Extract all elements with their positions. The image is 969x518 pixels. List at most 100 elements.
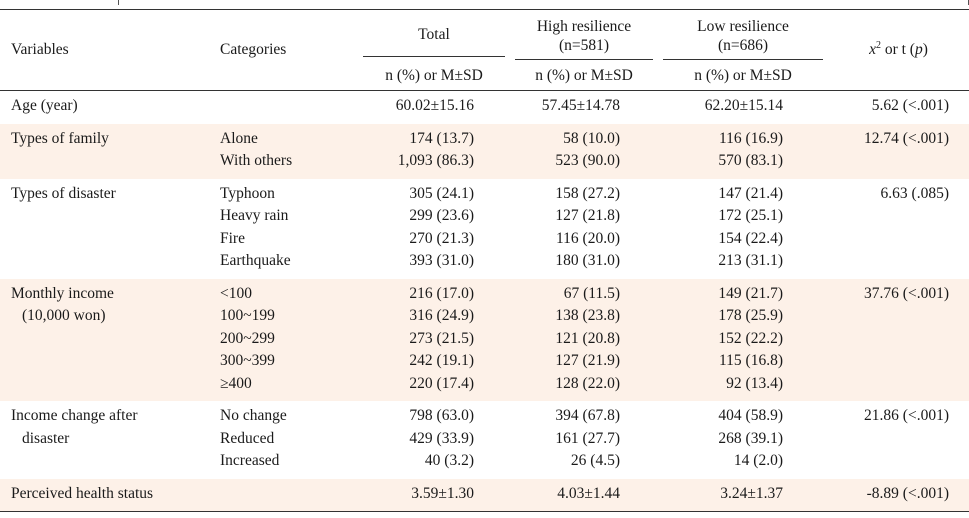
table-row: Monthly income (10,000 won) <100 100~199 200… — [0, 278, 969, 401]
total-cell-line: 798 (63.0) — [409, 407, 474, 424]
total-cell: 3.59±1.30 — [358, 478, 510, 512]
category-cell-line: Reduced — [220, 429, 275, 447]
header-low-n: (n=686) — [717, 37, 769, 54]
header-low-group: Low resilience (n=686) — [663, 17, 823, 60]
variable-cell-line: Types of family — [11, 129, 109, 147]
low-resilience-cell-line: 115 (16.8) — [719, 352, 783, 369]
variable-cell: Age (year) — [0, 91, 209, 124]
variable-cell: Monthly income (10,000 won) — [0, 278, 209, 401]
total-cell-line: 270 (21.3) — [409, 229, 474, 247]
low-resilience-cell-line: 213 (31.1) — [718, 252, 783, 269]
header-low-label: Low resilience — [697, 18, 789, 35]
high-resilience-cell: 67 (11.5) 138 (23.8) 121 (20.8) 127 (21.9) 1… — [510, 278, 658, 401]
low-resilience-cell-line: 149 (21.7) — [718, 284, 783, 302]
category-cell — [209, 478, 358, 512]
header-high-n: (n=581) — [558, 37, 610, 54]
category-cell-line: 300~399 — [220, 352, 275, 369]
header-stat-suffix: ) — [922, 41, 928, 58]
category-cell-line: No change — [220, 407, 287, 424]
low-resilience-cell: 149 (21.7) 178 (25.9) 152 (22.2) 115 (16.8)… — [658, 278, 828, 401]
table-row: Income change after disaster No change Redu… — [0, 401, 969, 479]
high-resilience-cell: 57.45±14.78 — [510, 91, 658, 124]
category-cell-line: Increased — [220, 452, 280, 469]
variable-cell-line: (10,000 won) — [22, 307, 106, 324]
variable-cell: Types of disaster — [0, 179, 209, 279]
category-cell-line: 100~199 — [220, 307, 275, 324]
high-resilience-cell-line: 26 (4.5) — [570, 452, 620, 469]
low-resilience-cell-line: 404 (58.9) — [718, 407, 783, 424]
high-resilience-cell: 58 (10.0) 523 (90.0) — [510, 123, 658, 179]
header-stat-p: p — [914, 41, 923, 58]
subheader-low: n (%) or M±SD — [658, 64, 828, 91]
table-row: Perceived health status 3.59±1.30 4.03±1.4… — [0, 478, 969, 512]
statistic-cell: 21.86 (<.001) — [864, 407, 949, 424]
category-cell: Typhoon Heavy rain Fire Earthquake — [209, 179, 358, 279]
total-cell: 60.02±15.16 — [358, 91, 510, 124]
total-cell-line: 242 (19.1) — [409, 352, 474, 369]
header-statistic: x2 or t (p) — [828, 9, 969, 91]
category-cell-line: 200~299 — [220, 329, 275, 347]
low-resilience-cell-line: 268 (39.1) — [718, 429, 783, 447]
total-cell-line: 393 (31.0) — [409, 252, 474, 269]
cut-mark — [118, 0, 119, 5]
high-resilience-cell-line: 4.03±1.44 — [557, 484, 620, 502]
category-cell-line: Heavy rain — [220, 207, 289, 224]
table-body: Age (year) 60.02±15.16 57.45±14.78 62.20±15… — [0, 91, 969, 512]
high-resilience-cell-line: 523 (90.0) — [555, 152, 620, 169]
category-cell-line: With others — [220, 152, 293, 169]
header-total-label: Total — [363, 20, 505, 57]
category-cell: No change Reduced Increased — [209, 401, 358, 479]
total-cell: 216 (17.0) 316 (24.9) 273 (21.5) 242 (19.1)… — [358, 278, 510, 401]
low-resilience-cell-line: 116 (16.9) — [719, 129, 783, 147]
table-row: Age (year) 60.02±15.16 57.45±14.78 62.20±15… — [0, 91, 969, 124]
low-resilience-cell-line: 3.24±1.37 — [720, 484, 783, 502]
header-low-resilience: Low resilience (n=686) — [658, 9, 828, 64]
category-cell-line: Typhoon — [220, 184, 275, 202]
variable-cell-line: disaster — [22, 429, 70, 447]
variable-cell-line: Income change after — [11, 407, 138, 424]
high-resilience-cell-line: 161 (27.7) — [555, 429, 620, 447]
total-cell-line: 429 (33.9) — [409, 429, 474, 447]
low-resilience-cell: 147 (21.4) 172 (25.1) 154 (22.4) 213 (31.1) — [658, 179, 828, 279]
statistic-cell: 6.63 (.085) — [880, 184, 949, 202]
low-resilience-cell-line: 154 (22.4) — [718, 229, 783, 247]
table-row: Types of family Alone With others 174 (13.7… — [0, 123, 969, 179]
header-total: Total — [358, 9, 510, 64]
category-cell: <100 100~199 200~299 300~399 ≥400 — [209, 278, 358, 401]
statistic-cell: -8.89 (<.001) — [828, 478, 969, 512]
low-resilience-cell-line: 172 (25.1) — [718, 207, 783, 224]
total-cell-line: 174 (13.7) — [409, 129, 474, 147]
header-variables: Variables — [0, 9, 209, 91]
high-resilience-cell: 394 (67.8) 161 (27.7) 26 (4.5) — [510, 401, 658, 479]
high-resilience-cell-line: 121 (20.8) — [555, 329, 620, 347]
total-cell: 174 (13.7) 1,093 (86.3) — [358, 123, 510, 179]
subheader-total: n (%) or M±SD — [358, 64, 510, 91]
category-cell-line: ≥400 — [220, 374, 252, 392]
total-cell-line: 1,093 (86.3) — [397, 152, 474, 169]
variable-cell-line: Perceived health status — [11, 484, 154, 502]
header-stat-mid: or t ( — [880, 41, 915, 58]
subheader-high: n (%) or M±SD — [510, 64, 658, 91]
high-resilience-cell-line: 158 (27.2) — [555, 184, 620, 202]
low-resilience-cell: 404 (58.9) 268 (39.1) 14 (2.0) — [658, 401, 828, 479]
variable-cell: Types of family — [0, 123, 209, 179]
category-cell-line: <100 — [220, 284, 252, 302]
statistic-cell: 37.76 (<.001) — [828, 278, 969, 401]
low-resilience-cell: 116 (16.9) 570 (83.1) — [658, 123, 828, 179]
high-resilience-cell-line: 138 (23.8) — [555, 307, 620, 324]
total-cell-line: 273 (21.5) — [409, 329, 474, 347]
high-resilience-cell-line: 128 (22.0) — [555, 374, 620, 392]
variable-cell-line: Age (year) — [11, 97, 78, 114]
header-high-group: High resilience (n=581) — [515, 17, 653, 60]
high-resilience-cell-line: 116 (20.0) — [556, 229, 620, 247]
variable-cell-line: Monthly income — [11, 284, 114, 302]
low-resilience-cell-line: 178 (25.9) — [718, 307, 783, 324]
high-resilience-cell-line: 58 (10.0) — [563, 129, 620, 147]
high-resilience-cell: 158 (27.2) 127 (21.8) 116 (20.0) 180 (31.0) — [510, 179, 658, 279]
low-resilience-cell: 3.24±1.37 — [658, 478, 828, 512]
header-high-label: High resilience — [536, 18, 632, 35]
header-high-resilience: High resilience (n=581) — [510, 9, 658, 64]
total-cell: 305 (24.1) 299 (23.6) 270 (21.3) 393 (31.0) — [358, 179, 510, 279]
resilience-characteristics-table: Variables Categories Total High resilien… — [0, 9, 969, 512]
high-resilience-cell-line: 127 (21.9) — [555, 352, 620, 369]
